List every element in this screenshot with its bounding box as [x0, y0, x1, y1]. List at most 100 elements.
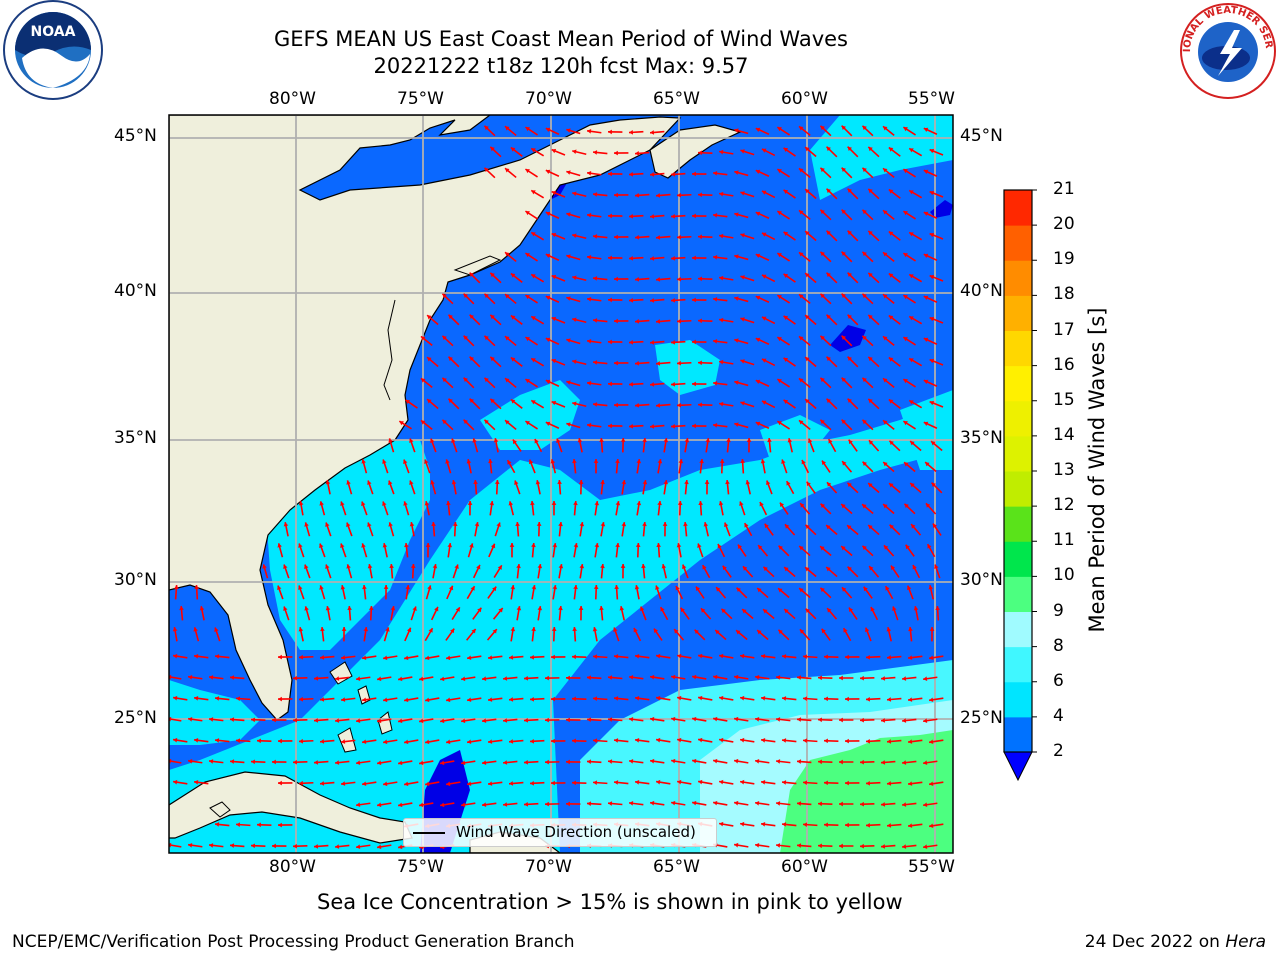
direction-arrow-head [272, 717, 276, 723]
direction-arrow-head [367, 564, 373, 569]
direction-arrow-head [505, 336, 510, 341]
direction-arrow-head [469, 314, 474, 320]
direction-arrow-head [503, 718, 508, 723]
direction-arrow-head [820, 125, 825, 131]
direction-arrow-head [484, 377, 489, 383]
colorbar-segment [1004, 681, 1032, 718]
direction-arrow-head [405, 585, 411, 590]
colorbar [1003, 189, 1037, 782]
direction-arrow-head [866, 822, 870, 828]
direction-arrow-head [671, 340, 676, 345]
direction-arrow-head [425, 543, 431, 547]
direction-arrow-head [410, 564, 416, 568]
colorbar-segment [1004, 435, 1032, 472]
direction-arrow-head [863, 586, 868, 592]
direction-arrow-head [215, 654, 220, 659]
direction-arrow-head [503, 760, 508, 765]
direction-arrow-head [650, 172, 655, 177]
direction-arrow-head [319, 543, 324, 548]
direction-arrow-head [635, 738, 640, 743]
colorbar-tick-label: 20 [1053, 214, 1075, 235]
direction-arrow-head [713, 758, 718, 764]
direction-arrow-head [490, 356, 495, 362]
colorbar-under-extension [1003, 751, 1033, 782]
direction-arrow-head [929, 655, 934, 661]
date-stamp: 24 Dec 2022 on Hera [1085, 932, 1266, 952]
colorbar-segment [1004, 471, 1032, 507]
direction-arrow-head [614, 654, 619, 659]
direction-arrow-head [739, 501, 744, 506]
direction-arrow-head [482, 718, 487, 723]
direction-arrow-head [847, 356, 852, 362]
direction-arrow-head [497, 565, 502, 570]
direction-arrow-head [461, 802, 466, 808]
direction-arrow-head [325, 606, 331, 611]
direction-arrow-head [341, 655, 346, 660]
lon-label: 80°W [269, 857, 316, 877]
direction-arrow-head [361, 543, 366, 548]
direction-arrow-head [663, 480, 669, 485]
direction-arrow-head [862, 335, 867, 341]
direction-arrow-head [536, 522, 542, 526]
direction-arrow-head [566, 675, 570, 681]
direction-arrow-head [461, 760, 466, 766]
colorbar-tick-label: 17 [1053, 319, 1075, 340]
direction-arrow-head [692, 381, 696, 387]
direction-arrow-head [515, 522, 520, 527]
direction-arrow-head [346, 480, 351, 485]
direction-arrow-head [530, 738, 534, 744]
direction-arrow-head [805, 399, 810, 404]
noaa-logo: NOAA [3, 0, 103, 100]
direction-arrow-head [734, 170, 739, 175]
lon-label: 70°W [525, 89, 572, 109]
direction-arrow-head [700, 608, 706, 613]
colorbar-segment [1004, 506, 1032, 542]
direction-arrow-head [783, 189, 789, 195]
direction-arrow-head [909, 316, 914, 321]
direction-arrow-head [784, 567, 789, 572]
direction-arrow-head [761, 274, 767, 279]
direction-arrow-head [293, 759, 297, 765]
direction-arrow-head [820, 335, 825, 341]
direction-arrow-head [551, 654, 555, 660]
direction-arrow-head [335, 844, 340, 849]
direction-arrow-head [615, 543, 620, 548]
direction-arrow-head [490, 543, 496, 549]
direction-arrow-head [299, 780, 303, 786]
direction-arrow-head [404, 655, 409, 661]
direction-arrow-head [470, 586, 475, 591]
colorbar-tick-label: 15 [1053, 389, 1075, 410]
direction-arrow-head [552, 543, 558, 548]
period-region-under-2s [830, 325, 866, 352]
direction-arrow-head [545, 337, 551, 342]
direction-arrow-head [799, 546, 804, 551]
direction-arrow-head [862, 209, 867, 215]
direction-arrow-head [545, 169, 551, 174]
direction-arrow-head [535, 480, 541, 485]
direction-arrow-head [784, 609, 789, 614]
direction-arrow-head [847, 314, 852, 320]
direction-arrow-head [579, 564, 585, 569]
direction-arrow-head [452, 522, 458, 526]
direction-arrow-head [725, 480, 730, 485]
direction-arrow-head [757, 588, 762, 593]
direction-arrow-head [524, 802, 529, 807]
direction-arrow-head [692, 800, 697, 806]
lon-label: 80°W [269, 89, 316, 109]
direction-arrow-head [340, 543, 345, 548]
direction-arrow-head [703, 522, 709, 527]
direction-arrow-head [929, 823, 934, 829]
direction-arrow-head [890, 565, 896, 571]
direction-arrow-head [545, 127, 551, 132]
direction-arrow-head [656, 737, 661, 743]
direction-arrow-head [740, 317, 745, 322]
direction-arrow-head [492, 629, 497, 634]
direction-arrow-head [868, 398, 873, 404]
direction-arrow-head [215, 822, 220, 827]
direction-arrow-head [799, 336, 804, 341]
direction-arrow-head [629, 759, 634, 764]
direction-arrow-head [826, 146, 831, 152]
direction-arrow-head [908, 697, 913, 702]
direction-arrow-head [551, 400, 557, 406]
direction-arrow-head [531, 543, 536, 548]
